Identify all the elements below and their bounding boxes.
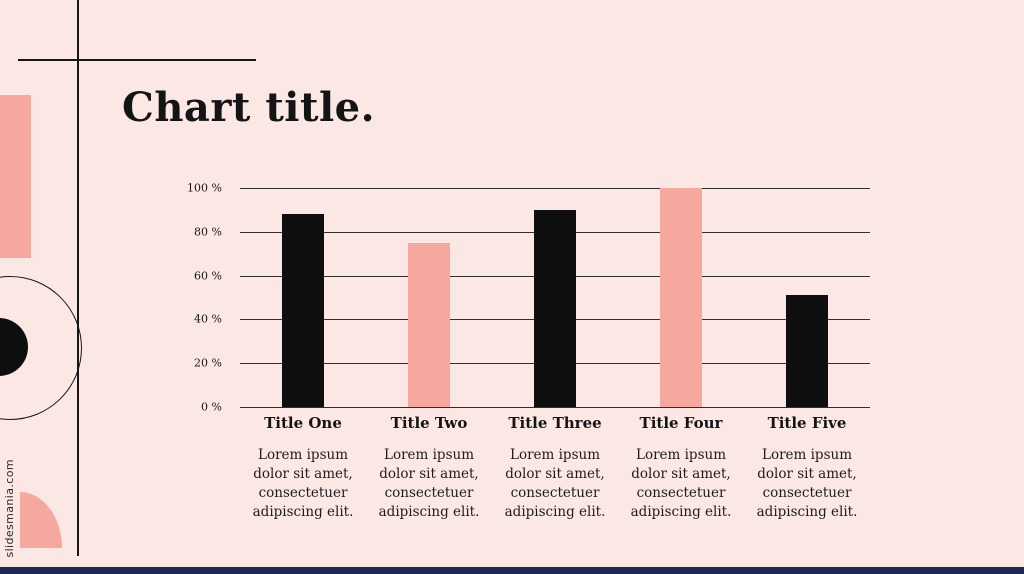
gridline: [240, 407, 870, 408]
gridline: [240, 188, 870, 189]
category-column: Title One Lorem ipsum dolor sit amet, con…: [240, 414, 366, 522]
category-title: Title Four: [639, 414, 723, 432]
y-tick-label: 100 %: [187, 181, 222, 195]
footer-bar: [0, 567, 1024, 574]
y-tick-label: 0 %: [201, 400, 222, 414]
category-description: Lorem ipsum dolor sit amet, consectetuer…: [756, 447, 858, 520]
pink-quarter-circle-decoration: [20, 492, 62, 548]
y-tick-label: 40 %: [194, 312, 222, 326]
category-columns: Title One Lorem ipsum dolor sit amet, con…: [240, 414, 870, 522]
bar-slot: [492, 188, 618, 407]
category-title: Title Two: [390, 414, 468, 432]
category-description: Lorem ipsum dolor sit amet, consectetuer…: [630, 447, 732, 520]
category-description: Lorem ipsum dolor sit amet, consectetuer…: [378, 447, 480, 520]
y-tick-label: 80 %: [194, 225, 222, 239]
bar-slot: [366, 188, 492, 407]
bar-slot: [240, 188, 366, 407]
y-axis: 100 % 80 % 60 % 40 % 20 % 0 %: [150, 182, 232, 414]
y-tick-label: 60 %: [194, 269, 222, 283]
bar-4: [660, 188, 702, 407]
bar-slot: [618, 188, 744, 407]
horizontal-line-decoration: [18, 59, 256, 61]
category-title: Title Five: [767, 414, 847, 432]
category-column: Title Three Lorem ipsum dolor sit amet, c…: [492, 414, 618, 522]
vertical-line-decoration: [77, 0, 79, 556]
pink-rectangle-decoration: [0, 95, 31, 258]
category-column: Title Five Lorem ipsum dolor sit amet, co…: [744, 414, 870, 522]
bar-3: [534, 209, 576, 407]
credit-text: slidesmania.com: [3, 459, 16, 558]
category-title: Title Three: [508, 414, 602, 432]
category-description: Lorem ipsum dolor sit amet, consectetuer…: [252, 447, 354, 520]
category-column: Title Two Lorem ipsum dolor sit amet, con…: [366, 414, 492, 522]
slide-title: Chart title.: [122, 84, 376, 131]
bar-1: [282, 214, 324, 407]
category-title: Title One: [264, 414, 342, 432]
bar-chart-plot-area: [240, 188, 870, 408]
category-column: Title Four Lorem ipsum dolor sit amet, co…: [618, 414, 744, 522]
y-tick-label: 20 %: [194, 356, 222, 370]
bar-slot: [744, 188, 870, 407]
bar-2: [408, 242, 450, 407]
category-description: Lorem ipsum dolor sit amet, consectetuer…: [504, 447, 606, 520]
bar-5: [786, 295, 828, 407]
bars: [240, 188, 870, 407]
